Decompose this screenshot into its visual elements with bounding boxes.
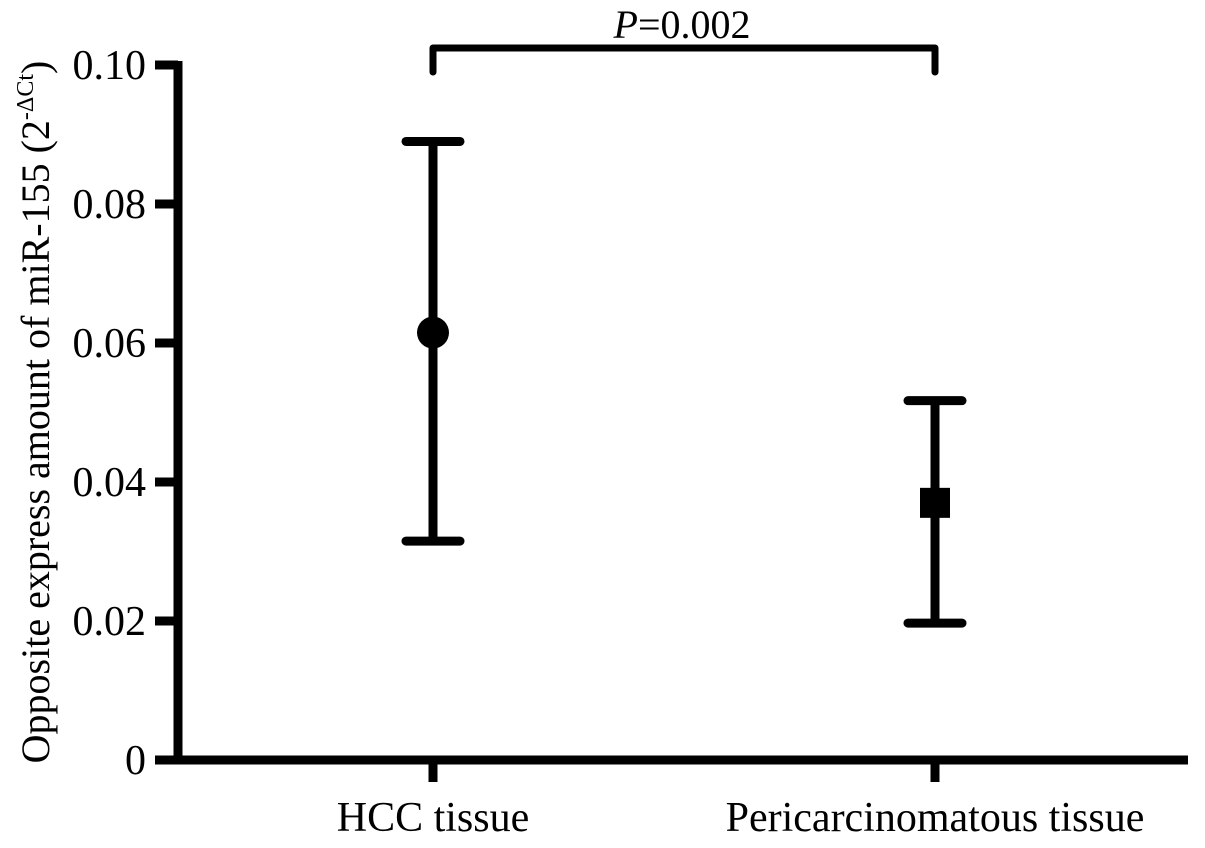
data-marks: [401, 136, 967, 628]
y-tick-label: 0.06: [73, 321, 147, 367]
x-category-label: Pericarcinomatous tissue: [726, 795, 1145, 841]
y-axis-label-close: ): [13, 61, 58, 74]
y-tick-label: 0.08: [73, 182, 147, 228]
y-tick-label: 0: [125, 738, 146, 784]
x-category-label: HCC tissue: [337, 795, 530, 841]
y-tick-label: 0.10: [73, 43, 147, 89]
mean-marker-circle: [417, 316, 449, 349]
mean-marker-square: [920, 487, 950, 518]
y-axis-label-main: Opposite express amount of miR-155 (2: [13, 120, 58, 763]
p-value-symbol: P: [613, 2, 638, 47]
significance-annotation: [429, 44, 939, 76]
y-ticks: 0 0.02 0.04 0.06 0.08 0.10: [73, 43, 178, 784]
p-value-number: =0.002: [638, 2, 751, 47]
y-tick-label: 0.04: [73, 460, 147, 506]
x-ticks: HCC tissue Pericarcinomatous tissue: [337, 760, 1145, 841]
y-axis-label-exponent: -ΔCt: [13, 74, 39, 120]
axes: [155, 61, 1188, 765]
significance-bracket: [429, 44, 939, 76]
y-tick-label: 0.02: [73, 599, 147, 645]
p-value-label: P=0.002: [613, 2, 751, 47]
y-axis-label: Opposite express amount of miR-155 (2-ΔC…: [13, 61, 58, 764]
